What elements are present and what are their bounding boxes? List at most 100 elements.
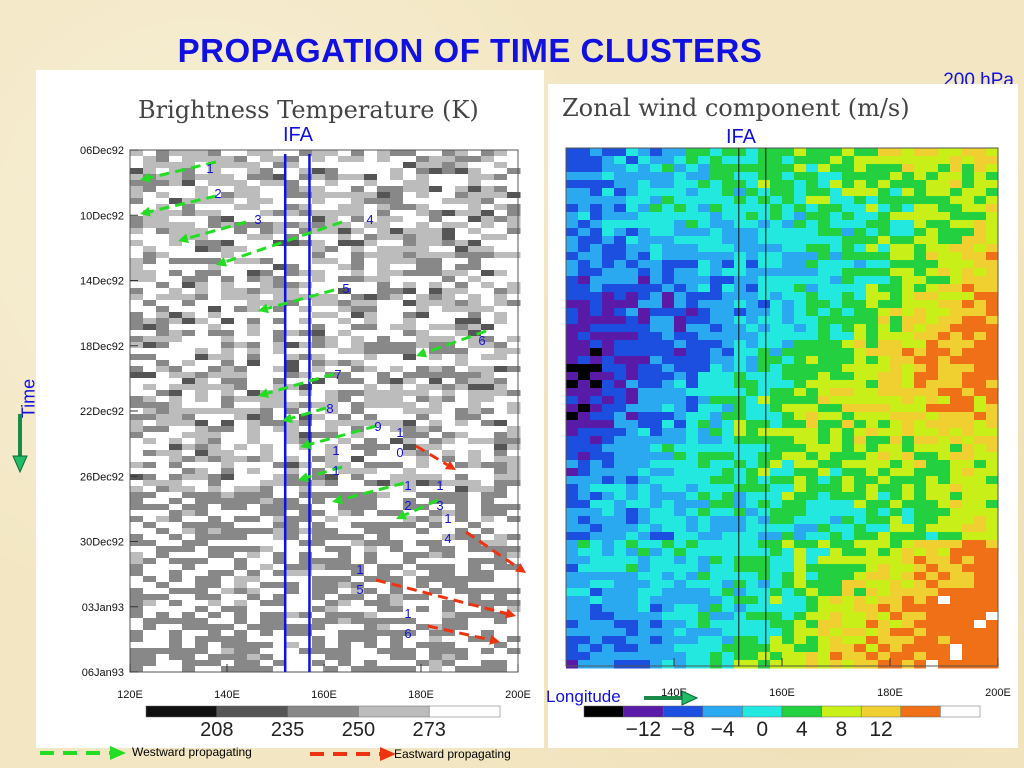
bt-cell [156, 420, 170, 427]
bt-cell [507, 306, 521, 313]
wind-cell [986, 348, 999, 357]
track-arrowhead-16 [489, 634, 500, 645]
bt-cell [182, 426, 196, 433]
bt-cell [455, 492, 469, 499]
bt-cell [260, 330, 274, 337]
wind-cell [806, 596, 819, 605]
bt-cell [260, 288, 274, 295]
wind-cell [818, 596, 831, 605]
bt-cell [299, 456, 313, 463]
wind-cell [578, 644, 591, 653]
wind-cell [650, 228, 663, 237]
bt-chart-title: Brightness Temperature (K) [138, 96, 479, 124]
wind-cell [806, 404, 819, 413]
bt-cell [234, 252, 248, 259]
bt-cell [286, 204, 300, 211]
bt-cell [273, 606, 287, 613]
wind-cell [938, 372, 951, 381]
bt-cell [377, 600, 391, 607]
wind-cell [566, 308, 579, 317]
wind-cell [746, 228, 759, 237]
bt-cell [403, 192, 417, 199]
wind-cell [746, 220, 759, 229]
bt-cell [377, 348, 391, 355]
wind-cell [794, 596, 807, 605]
wind-cell [866, 292, 879, 301]
bt-cell [377, 300, 391, 307]
bt-cell [286, 300, 300, 307]
bt-cell [208, 402, 222, 409]
wind-cell [602, 164, 615, 173]
bt-cell [455, 150, 469, 157]
bt-cell [273, 348, 287, 355]
bt-cell [312, 354, 326, 361]
wind-cell [938, 556, 951, 565]
bt-cell [494, 564, 508, 571]
wind-cell [590, 508, 603, 517]
bt-cell [338, 660, 352, 667]
wind-cell [806, 196, 819, 205]
wind-cell [866, 276, 879, 285]
wind-cell [650, 300, 663, 309]
bt-cell [156, 258, 170, 265]
bt-cell [234, 312, 248, 319]
bt-cell [364, 522, 378, 529]
bt-cell [312, 498, 326, 505]
bt-cell [143, 576, 157, 583]
bt-cell [429, 168, 443, 175]
wind-cell [602, 156, 615, 165]
wind-cell [842, 284, 855, 293]
bt-cell [182, 156, 196, 163]
bt-cell [234, 588, 248, 595]
wind-cell [914, 580, 927, 589]
bt-cell [507, 432, 521, 439]
wind-cell [794, 252, 807, 261]
wind-cell [722, 196, 735, 205]
wind-cell [818, 492, 831, 501]
wind-cell [698, 180, 711, 189]
bt-cell [481, 150, 495, 157]
wind-cell [614, 396, 627, 405]
bt-cell [481, 354, 495, 361]
bt-cell [208, 642, 222, 649]
bt-cell [429, 504, 443, 511]
wind-cell [842, 356, 855, 365]
bt-cell [442, 420, 456, 427]
bt-cell [403, 234, 417, 241]
wind-cell [626, 244, 639, 253]
wind-cell [662, 556, 675, 565]
wind-cell [818, 420, 831, 429]
bt-cell [416, 210, 430, 217]
bt-cell [351, 534, 365, 541]
bt-cell [312, 342, 326, 349]
bt-cell [195, 198, 209, 205]
bt-cell [195, 624, 209, 631]
bt-cell [455, 402, 469, 409]
bt-cell [403, 378, 417, 385]
wind-cell [590, 444, 603, 453]
bt-cell [364, 456, 378, 463]
bt-cell [182, 288, 196, 295]
bt-cell [455, 354, 469, 361]
wind-cell [770, 476, 783, 485]
wind-cell [938, 324, 951, 333]
wind-cell [914, 420, 927, 429]
wind-cell [566, 572, 579, 581]
wind-cell [782, 276, 795, 285]
wind-cell [830, 212, 843, 221]
bt-cell [273, 228, 287, 235]
bt-y-tick-label: 18Dec92 [80, 341, 124, 353]
bt-cell [429, 558, 443, 565]
bt-cell [403, 330, 417, 337]
bt-cell [273, 450, 287, 457]
bt-cell [351, 264, 365, 271]
bt-cell [234, 408, 248, 415]
wind-cell [698, 292, 711, 301]
wind-cell [782, 292, 795, 301]
bt-cell [208, 264, 222, 271]
bt-cell [338, 516, 352, 523]
wind-cell [650, 220, 663, 229]
bt-cell [481, 474, 495, 481]
wind-cell [806, 284, 819, 293]
bt-cell [390, 618, 404, 625]
